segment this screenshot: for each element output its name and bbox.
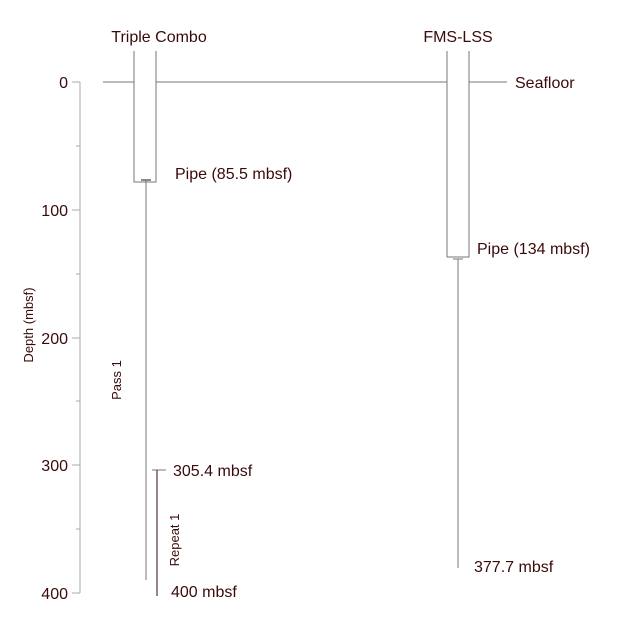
fms-lss-run: FMS-LSS Pipe (134 mbsf) 377.7 mbsf	[423, 29, 590, 576]
depth-axis: 0 100 200 300 400 Depth (mbsf)	[21, 75, 81, 603]
bottom-label: 377.7 mbsf	[474, 559, 554, 576]
pipe-shape	[446, 51, 470, 258]
pipe-label: Pipe (134 mbsf)	[477, 241, 590, 258]
repeat-top-label: 305.4 mbsf	[173, 463, 253, 480]
pass-1-label: Pass 1	[109, 360, 124, 400]
axis-tick-label: 300	[41, 458, 68, 475]
seafloor-label: Seafloor	[515, 75, 575, 92]
repeat-bottom-label: 400 mbsf	[171, 584, 237, 601]
axis-tick-label: 100	[41, 203, 68, 220]
repeat-1-label: Repeat 1	[167, 514, 182, 567]
run-title: Triple Combo	[111, 29, 207, 46]
axis-tick-label: 400	[41, 586, 68, 603]
seafloor: Seafloor	[103, 75, 575, 92]
axis-label: Depth (mbsf)	[21, 287, 36, 362]
pipe-shape	[133, 51, 157, 183]
pipe-label: Pipe (85.5 mbsf)	[175, 166, 292, 183]
run-title: FMS-LSS	[423, 29, 492, 46]
axis-tick-label: 200	[41, 331, 68, 348]
triple-combo-run: Triple Combo Pipe (85.5 mbsf) Pass 1 305…	[109, 29, 292, 601]
axis-tick-label: 0	[59, 75, 68, 92]
